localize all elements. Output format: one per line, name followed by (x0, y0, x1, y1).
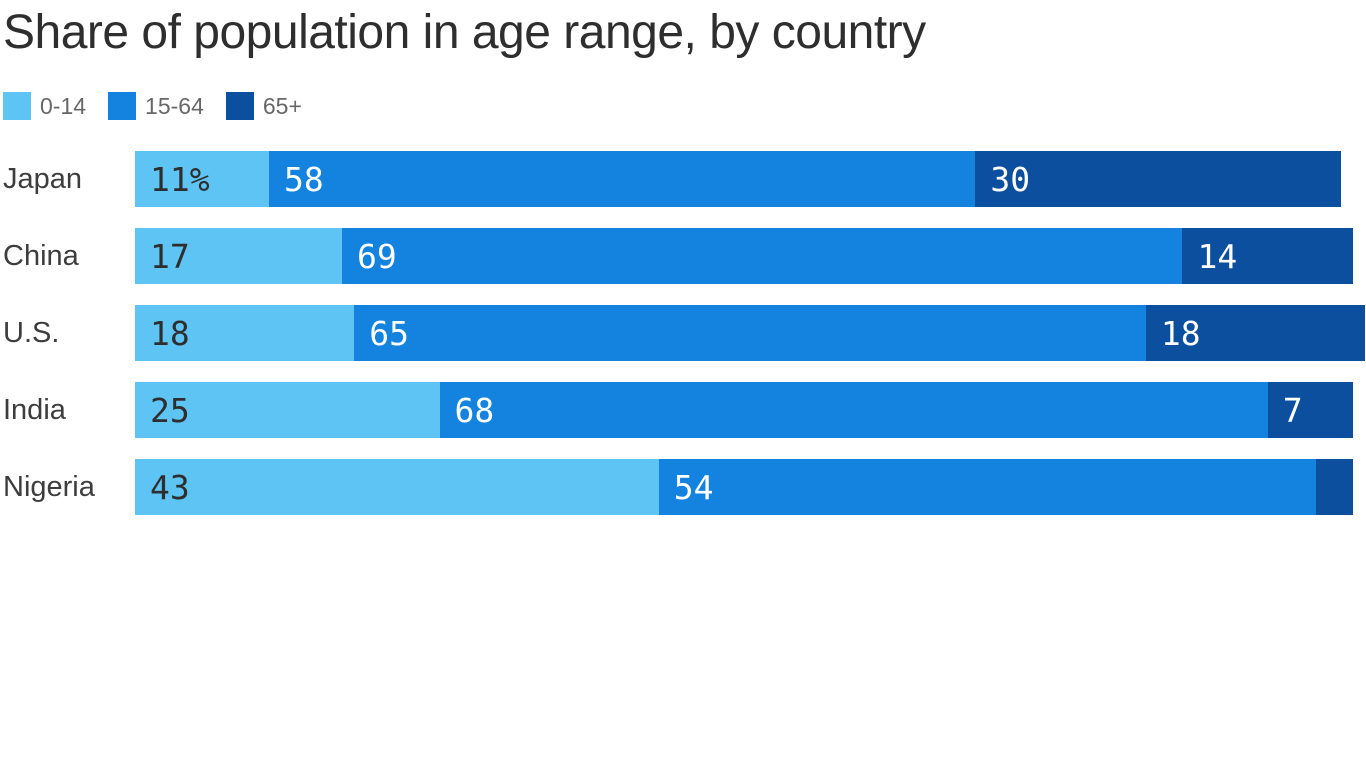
bar-segment-65+: 18 (1145, 305, 1366, 361)
bar-chart-rows: Japan 11% 58 30 China 17 69 14 U.S. 18 65 18 India 25… (0, 151, 1366, 515)
bar-segment-65+: 14 (1182, 228, 1353, 284)
stacked-bar: 25 68 7 (135, 382, 1353, 438)
bar-row: China 17 69 14 (0, 228, 1366, 284)
bar-row: Nigeria 43 54 (0, 459, 1366, 515)
bar-segment-0-14: 11% (135, 151, 269, 207)
bar-row: U.S. 18 65 18 (0, 305, 1366, 361)
country-label: Nigeria (3, 470, 95, 503)
bar-segment-65+: 7 (1267, 382, 1353, 438)
country-label: China (3, 239, 79, 272)
segment-value-label: 30 (990, 159, 1031, 199)
segment-value-label: 18 (1160, 313, 1201, 353)
bar-row: Japan 11% 58 30 (0, 151, 1366, 207)
chart-title: Share of population in age range, by cou… (3, 6, 926, 59)
country-label: U.S. (3, 316, 60, 349)
stacked-bar: 18 65 18 (135, 305, 1366, 361)
segment-value-label: 69 (357, 236, 397, 276)
country-label: India (3, 393, 66, 426)
segment-value-label: 14 (1197, 236, 1238, 276)
legend-item: 0-14 (3, 92, 86, 120)
bar-segment-15-64: 68 (439, 382, 1268, 438)
segment-value-label: 58 (283, 159, 324, 199)
bar-segment-65+: 30 (975, 151, 1341, 207)
bar-row: India 25 68 7 (0, 382, 1366, 438)
bar-segment-0-14: 18 (135, 305, 355, 361)
bar-segment-0-14: 17 (135, 228, 343, 284)
legend-item: 65+ (225, 92, 302, 120)
segment-value-label: 25 (150, 390, 190, 430)
legend-swatch-icon (3, 92, 31, 120)
bar-segment-15-64: 54 (658, 459, 1317, 515)
legend-item: 15-64 (108, 92, 204, 120)
legend-swatch-icon (225, 92, 254, 120)
segment-value-label: 7 (1282, 390, 1303, 430)
segment-value-label: 68 (454, 390, 495, 430)
stacked-bar: 11% 58 30 (135, 151, 1341, 207)
bar-segment-15-64: 58 (268, 151, 976, 207)
segment-value-label: 54 (673, 467, 714, 507)
segment-value-label: 18 (150, 313, 190, 353)
legend-label: 65+ (262, 93, 302, 119)
legend-swatch-icon (108, 92, 137, 120)
stacked-bar: 17 69 14 (135, 228, 1353, 284)
bar-segment-65+ (1316, 459, 1353, 515)
legend-label: 0-14 (40, 93, 87, 119)
bar-segment-0-14: 25 (135, 382, 440, 438)
bar-segment-15-64: 69 (342, 228, 1183, 284)
segment-value-label: 43 (150, 467, 190, 507)
bar-segment-0-14: 43 (135, 459, 659, 515)
segment-value-label: 17 (150, 236, 190, 276)
country-label: Japan (3, 162, 83, 195)
segment-value-label: 11% (150, 159, 210, 199)
stacked-bar: 43 54 (135, 459, 1353, 515)
chart-legend: 0-14 15-64 65+ (3, 92, 1366, 120)
legend-label: 15-64 (145, 93, 204, 119)
bar-segment-15-64: 65 (354, 305, 1146, 361)
segment-value-label: 65 (369, 313, 409, 353)
